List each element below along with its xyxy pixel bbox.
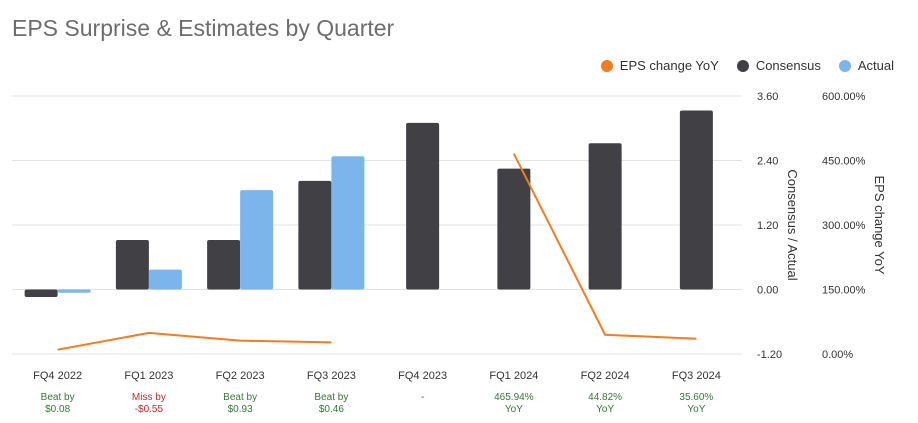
legend-item-actual[interactable]: Actual [838,58,894,73]
surprise-annotation: YoY [687,404,705,415]
left-axis-tick-label: 3.60 [757,91,778,103]
right-axis-title: EPS change YoY [872,175,887,274]
surprise-annotation: $0.46 [319,404,344,415]
legend-swatch-actual [838,59,851,72]
surprise-annotation: YoY [505,404,523,415]
surprise-annotation: Beat by [41,392,75,403]
surprise-annotation: 44.82% [588,392,622,403]
category-label: FQ3 2024 [672,370,721,382]
category-label: FQ4 2023 [398,370,447,382]
actual-bar [148,269,182,290]
surprise-annotation: 465.94% [494,392,534,403]
surprise-annotation: - [421,392,424,403]
right-axis-tick-label: 600.00% [822,91,866,103]
category-label: FQ1 2024 [489,370,538,382]
surprise-annotation: 35.60% [679,392,713,403]
eps-change-line [512,153,697,340]
left-axis-title: Consensus / Actual [785,169,800,280]
right-axis-tick-label: 300.00% [822,220,866,232]
consensus-bar [679,110,713,290]
legend-item-eps-change[interactable]: EPS change YoY [600,58,719,73]
actual-bar [331,156,365,290]
eps-change-line [57,331,332,351]
consensus-bar [115,240,149,290]
surprise-annotation: YoY [596,404,614,415]
legend-label-consensus: Consensus [755,58,821,73]
left-axis-tick-label: 1.20 [757,220,778,232]
right-axis-tick-label: 150.00% [822,285,866,297]
consensus-bar [497,168,531,290]
legend-swatch-consensus [736,59,749,72]
category-label: FQ4 2022 [33,370,82,382]
right-axis-tick-label: 0.00% [822,349,853,361]
surprise-annotation: Beat by [223,392,257,403]
legend-label-eps-change: EPS change YoY [619,58,719,73]
actual-bar [240,190,274,290]
category-label: FQ1 2023 [124,370,173,382]
category-label: FQ2 2023 [216,370,265,382]
left-axis-tick-label: 0.00 [757,285,778,297]
actual-bar [57,289,91,293]
category-label: FQ2 2024 [581,370,630,382]
legend-swatch-eps-change [600,59,613,72]
consensus-bar [207,240,241,290]
surprise-annotation: Beat by [314,392,348,403]
surprise-annotation: -$0.55 [135,404,164,415]
chart-legend: EPS change YoY Consensus Actual [600,58,894,73]
surprise-annotation: $0.08 [45,404,70,415]
consensus-bar [588,143,622,290]
consensus-bar [298,180,332,290]
legend-label-actual: Actual [857,58,894,73]
left-axis-tick-label: -1.20 [757,349,782,361]
consensus-bar [24,289,58,298]
legend-item-consensus[interactable]: Consensus [736,58,821,73]
category-label: FQ3 2023 [307,370,356,382]
right-axis-tick-label: 450.00% [822,156,866,168]
surprise-annotation: $0.93 [228,404,253,415]
surprise-annotation: Miss by [132,392,166,403]
consensus-bar [406,122,440,290]
left-axis-tick-label: 2.40 [757,156,778,168]
chart-title: EPS Surprise & Estimates by Quarter [12,15,395,41]
